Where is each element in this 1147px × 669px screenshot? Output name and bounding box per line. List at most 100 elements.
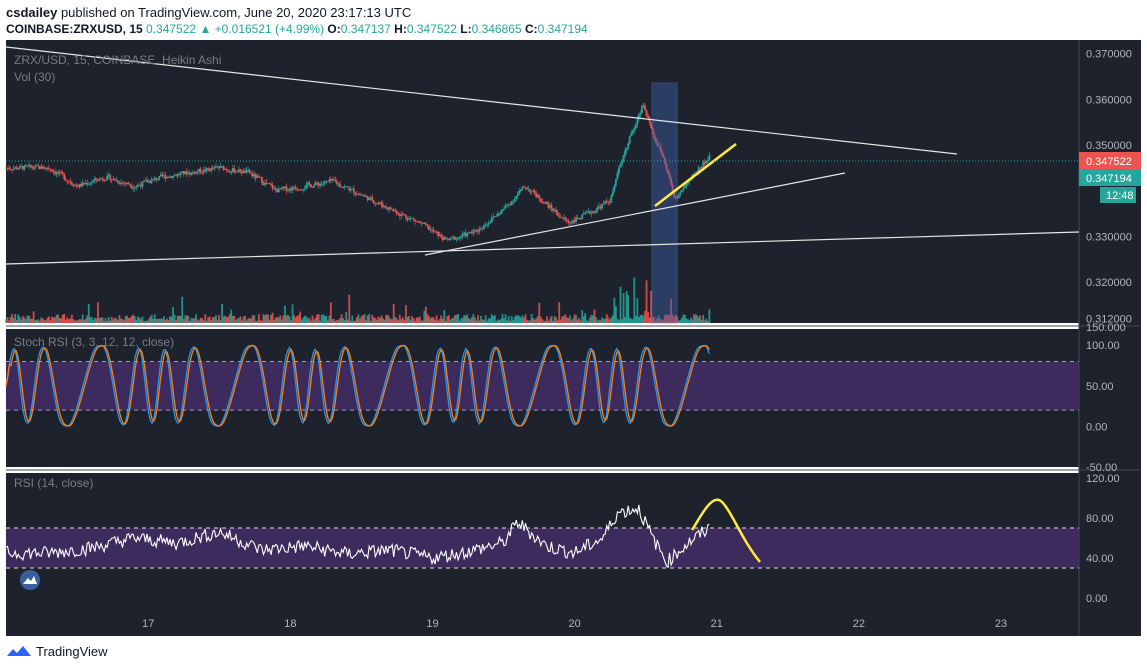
volume-bar xyxy=(550,315,553,323)
candle-body xyxy=(515,196,518,200)
candle-body xyxy=(41,166,44,169)
candle-body xyxy=(480,228,482,230)
volume-bar xyxy=(238,318,240,323)
volume-bar xyxy=(192,318,194,323)
volume-bar xyxy=(547,320,550,323)
volume-bar xyxy=(268,319,271,323)
stoch-d-line[interactable] xyxy=(5,344,710,427)
yellow-rsi-projection[interactable] xyxy=(690,498,761,563)
volume-bar xyxy=(247,318,250,323)
candle-body xyxy=(15,167,18,169)
publisher-name[interactable]: csdailey xyxy=(6,5,58,20)
candle-body xyxy=(702,162,705,167)
candle-body xyxy=(81,182,84,186)
candle-body xyxy=(270,184,273,186)
volume-bar xyxy=(123,320,125,323)
volume-bar xyxy=(222,316,225,323)
volume-bar xyxy=(519,317,522,323)
candle-body xyxy=(55,172,58,174)
volume-bar xyxy=(536,315,539,323)
volume-bar xyxy=(634,315,637,323)
candle-body xyxy=(37,165,40,167)
volume-bar xyxy=(483,319,486,323)
rsi-line[interactable] xyxy=(5,504,710,569)
volume-bar xyxy=(187,315,190,323)
volume-bar xyxy=(210,320,213,323)
candle-body xyxy=(382,204,384,208)
candle-body xyxy=(293,187,295,189)
volume-bar xyxy=(52,317,55,323)
volume-bar xyxy=(478,320,481,323)
volume-bar xyxy=(434,319,436,323)
candle-body xyxy=(513,199,516,202)
volume-bar xyxy=(691,319,694,323)
highlight-box[interactable] xyxy=(651,82,678,324)
high-label: H: xyxy=(394,22,407,36)
candle-body xyxy=(618,167,620,173)
volume-bar xyxy=(524,314,527,323)
candle-body xyxy=(51,169,53,172)
rsi-tick-label: 40.00 xyxy=(1086,553,1114,565)
volume-bar xyxy=(392,303,395,323)
volume-bar xyxy=(173,314,176,323)
volume-bar xyxy=(412,318,415,323)
volume-bar xyxy=(374,318,377,323)
descending-trendline[interactable] xyxy=(5,46,958,155)
candle-body xyxy=(673,192,676,198)
volume-bar xyxy=(687,319,689,323)
chart-area[interactable]: 17 18 19 20 21 22 23 0.370000 0.360000 0.350000 0… xyxy=(0,40,1147,636)
volume-bar xyxy=(202,320,205,323)
volume-bar xyxy=(178,315,181,323)
candle-body xyxy=(363,195,366,197)
symbol-line: COINBASE:ZRXUSD, 15 0.347522 ▲ +0.016521… xyxy=(6,21,1141,38)
price-tick-label: 0.350000 xyxy=(1086,140,1132,152)
volume-bar xyxy=(325,315,328,323)
candle-body xyxy=(228,170,231,173)
candle-body xyxy=(28,164,30,166)
volume-bar xyxy=(501,314,504,323)
volume-bar xyxy=(383,319,386,323)
candle-body xyxy=(20,165,23,167)
candle-body xyxy=(467,232,470,234)
volume-bar xyxy=(38,320,41,323)
x-tick-label: 17 xyxy=(142,618,154,630)
candle-body xyxy=(67,180,70,182)
volume-bar xyxy=(497,319,499,323)
candle-body xyxy=(57,172,60,174)
candle-body xyxy=(311,186,314,188)
volume-bar xyxy=(153,314,156,323)
volume-bar xyxy=(375,319,378,323)
candle-body xyxy=(639,113,642,115)
ascending-trendline[interactable] xyxy=(424,172,846,256)
volume-bar xyxy=(17,314,20,323)
volume-bar xyxy=(337,319,340,323)
volume-bar xyxy=(283,305,286,323)
candle-body xyxy=(581,214,584,220)
yellow-projection-line[interactable] xyxy=(654,143,737,207)
volume-bar xyxy=(78,319,81,323)
volume-bar xyxy=(426,314,429,323)
volume-bar xyxy=(133,316,136,323)
candle-body xyxy=(607,201,610,203)
candle-body xyxy=(218,166,220,169)
volume-bar xyxy=(628,317,631,323)
support-trendline[interactable] xyxy=(5,231,1080,265)
volume-bar xyxy=(618,319,620,323)
main-pane[interactable] xyxy=(6,40,1079,323)
stoch-tick-label: 50.00 xyxy=(1086,381,1114,393)
volume-bar xyxy=(579,320,582,323)
volume-bar xyxy=(100,317,102,323)
candle-body xyxy=(44,167,47,170)
volume-bar xyxy=(282,315,285,323)
time-axis[interactable] xyxy=(6,613,1141,636)
footer-brand[interactable]: TradingView xyxy=(6,640,108,662)
volume-bar xyxy=(411,316,413,323)
volume-bar xyxy=(70,314,73,323)
volume-bar xyxy=(415,317,418,323)
candle-body xyxy=(17,168,20,170)
volume-bar xyxy=(409,319,412,323)
candle-body xyxy=(432,229,435,232)
candle-body xyxy=(164,175,167,179)
volume-bar xyxy=(69,318,72,323)
candle-body xyxy=(247,169,250,171)
